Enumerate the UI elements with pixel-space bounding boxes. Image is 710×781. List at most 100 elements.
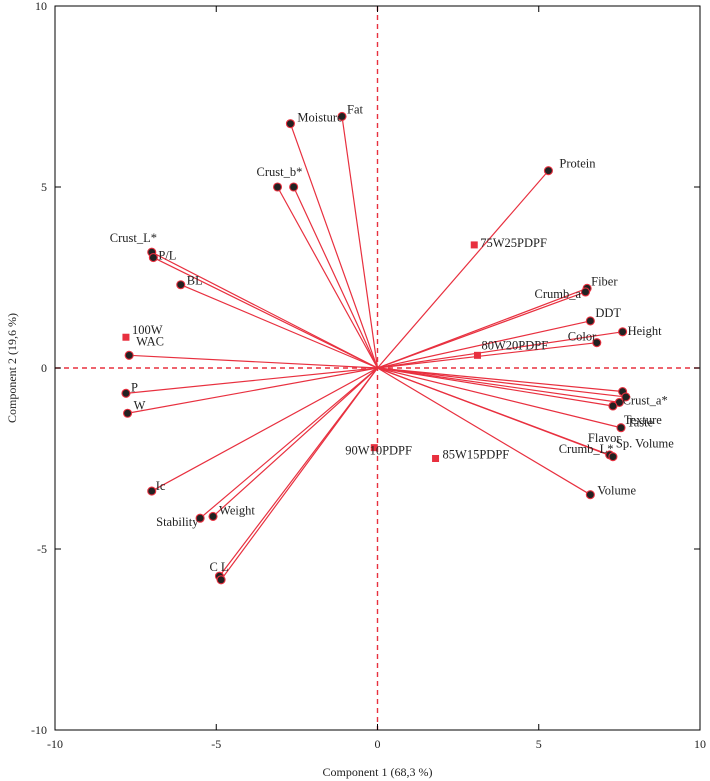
sample-label-75w25pdpf: 75W25PDPF xyxy=(480,236,547,250)
loading-vector-unnamed xyxy=(220,367,378,581)
variable-point-crumb-a xyxy=(580,287,591,297)
loading-vector-crust-l xyxy=(151,251,378,369)
loading-vector-color xyxy=(377,342,597,369)
variable-label-wac: WAC xyxy=(136,334,164,348)
loading-vector-crumb-a xyxy=(377,291,586,369)
variable-label-weight: Weight xyxy=(219,503,255,517)
variable-label-color: Color xyxy=(568,330,597,344)
loading-vector-w xyxy=(127,367,378,414)
sample-marker-90w10pdpf xyxy=(370,444,378,452)
variable-point-color xyxy=(592,338,602,348)
variable-label-crust-a: Crust_a* xyxy=(623,394,668,408)
x-tick-label: 0 xyxy=(375,737,381,751)
y-tick-label: 0 xyxy=(41,361,47,375)
loading-vector-ic xyxy=(151,367,378,492)
loading-vector-volume xyxy=(377,367,591,496)
y-tick-label: 10 xyxy=(35,0,47,13)
sample-label-90w10pdpf: 90W10PDPF xyxy=(345,444,412,458)
loading-vector-flavor xyxy=(377,367,614,407)
loading-vector-crust-b xyxy=(276,186,379,369)
variable-label-p: P xyxy=(131,380,138,394)
variable-label-crust-b: Crust_b* xyxy=(257,165,303,179)
variable-point-ic xyxy=(147,486,157,496)
variable-label-volume: Volume xyxy=(597,484,636,498)
variable-label-taste: Taste xyxy=(627,416,654,430)
loading-vector-p-l xyxy=(153,257,378,369)
y-tick-label: -10 xyxy=(31,723,47,737)
x-tick-label: 5 xyxy=(536,737,542,751)
variable-point-wac xyxy=(124,350,134,360)
loading-vector-height xyxy=(377,331,623,369)
variable-label-moisture: Moisture xyxy=(297,111,343,125)
variable-point-w xyxy=(123,408,133,418)
loading-vector-bl xyxy=(180,284,378,369)
loading-vector-texture xyxy=(377,367,626,398)
variable-label-crust-l: Crust_L* xyxy=(110,231,157,245)
variable-point-fat xyxy=(337,111,347,121)
loading-vector-wac xyxy=(129,354,378,369)
sample-label-80w20pdpf: 80W20PDPF xyxy=(481,338,548,352)
variable-label-c-l: C L xyxy=(209,560,228,574)
variable-point-stability xyxy=(195,513,205,523)
sample-marker-100w xyxy=(122,333,130,341)
y-tick-label: 5 xyxy=(41,180,47,194)
x-tick-label: 10 xyxy=(694,737,706,751)
variable-point-ddt xyxy=(585,316,595,326)
variable-label-fat: Fat xyxy=(347,102,364,116)
variable-label-ic: Ic xyxy=(156,479,166,493)
loading-vector-unnamed xyxy=(293,186,379,369)
variable-label-height: Height xyxy=(628,324,663,338)
variable-point-height xyxy=(618,327,628,337)
sample-marker-85w15pdpf xyxy=(432,455,440,462)
sample-label-85w15pdpf: 85W15PDPF xyxy=(443,448,510,462)
variable-point-protein xyxy=(543,166,553,176)
variable-label-fiber: Fiber xyxy=(591,274,618,288)
variable-point-bl xyxy=(176,280,186,290)
variable-point-flavor xyxy=(608,401,618,411)
x-tick-label: -10 xyxy=(47,737,63,751)
loading-vectors xyxy=(125,116,626,581)
variable-point-sp-volume xyxy=(608,452,618,462)
variable-label-p-l: P/L xyxy=(158,249,176,263)
loading-vector-sp-volume xyxy=(377,367,614,458)
loading-vector-weight xyxy=(212,367,378,517)
sample-label-100w: 100W xyxy=(132,323,163,337)
loading-vector-crust-a xyxy=(377,367,623,393)
loading-vector-fat xyxy=(341,116,379,369)
loading-vector-p xyxy=(125,367,378,394)
variable-point-texture xyxy=(621,392,631,402)
sample-marker-75w25pdpf xyxy=(470,241,478,249)
x-axis-title: Component 1 (68,3 %) xyxy=(323,765,433,779)
variable-label-stability: Stability xyxy=(156,515,199,529)
data-markers xyxy=(121,111,631,585)
loading-vector-protein xyxy=(377,170,549,369)
loading-vector-unnamed xyxy=(377,367,620,403)
variable-label-crumb-a: Crumb_a* xyxy=(535,287,588,301)
variable-point-volume xyxy=(585,490,595,500)
loading-vector-taste xyxy=(377,367,622,429)
variable-point-unnamed xyxy=(216,575,226,585)
x-tick-label: -5 xyxy=(211,737,221,751)
y-axis-title: Component 2 (19,6 %) xyxy=(5,313,19,423)
variable-label-protein: Protein xyxy=(559,157,596,171)
variable-point-taste xyxy=(616,423,626,433)
y-tick-label: -5 xyxy=(37,542,47,556)
variable-point-crust-b xyxy=(272,182,283,192)
variable-point-moisture xyxy=(285,119,295,129)
loading-vector-stability xyxy=(199,367,378,519)
variable-label-texture: Texture xyxy=(624,413,662,427)
variable-point-unnamed xyxy=(289,182,299,192)
variable-label-ddt: DDT xyxy=(595,306,621,320)
variable-label-flavor: Flavor xyxy=(588,431,621,445)
axis-ticks: -10 -5 0 5 10 -10 -5 0 5 10 xyxy=(31,0,706,751)
variable-label-sp-volume: Sp. Volume xyxy=(616,437,674,451)
loading-vector-moisture xyxy=(289,123,379,369)
variable-label-crumb-l: Crumb_L* xyxy=(559,442,614,456)
variable-point-p xyxy=(121,388,131,398)
loading-vector-ddt xyxy=(377,320,591,369)
variable-label-bl: BL xyxy=(187,274,203,288)
point-labels: Fat Moisture Crust_b* Protein Crust_L*P/L BL F… xyxy=(110,102,675,574)
sample-marker-80w20pdpf xyxy=(473,351,481,359)
variable-point-p-l xyxy=(148,253,158,263)
